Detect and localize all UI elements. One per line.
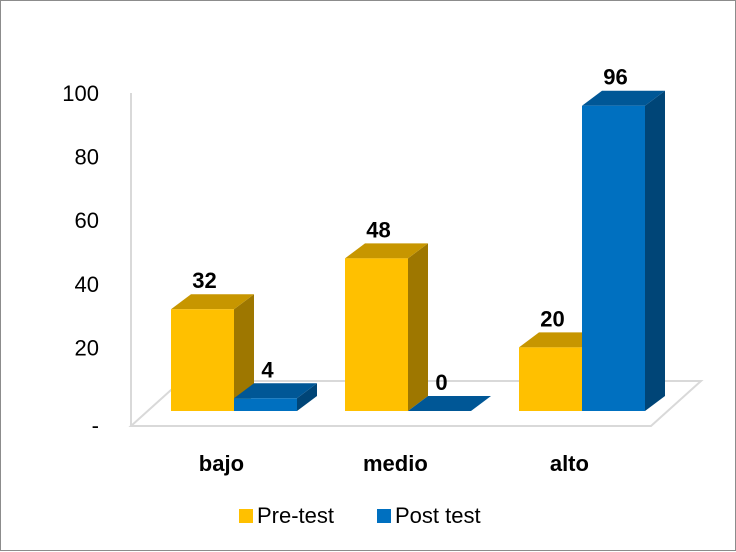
x-category-label: alto	[550, 451, 589, 476]
bar-medio-pre-test	[345, 258, 408, 411]
data-label: 96	[603, 65, 627, 90]
bar-top-bajo-1	[234, 383, 317, 399]
x-category-label: medio	[363, 451, 428, 476]
bar-top-bajo-0	[171, 294, 254, 310]
bar-alto-post-test	[582, 105, 645, 411]
y-tick-label: -	[92, 413, 99, 438]
bar-top-medio-1	[408, 396, 491, 411]
y-tick-label: 80	[75, 145, 99, 170]
data-label: 4	[261, 357, 274, 382]
bar-bajo-post-test	[234, 398, 297, 411]
legend-label: Pre-test	[257, 503, 334, 528]
bar-alto-pre-test	[519, 347, 582, 411]
bar-bajo-pre-test	[171, 309, 234, 411]
x-category-label: bajo	[199, 451, 244, 476]
bar-side-alto-1	[645, 90, 665, 411]
data-label: 20	[540, 306, 564, 331]
data-label: 32	[192, 268, 216, 293]
bar-side-bajo-1	[297, 383, 317, 411]
y-tick-label: 40	[75, 272, 99, 297]
y-tick-label: 100	[62, 81, 99, 106]
bar-top-alto-0	[519, 332, 602, 348]
data-label: 48	[366, 217, 390, 242]
bar-top-alto-1	[582, 90, 665, 106]
bar-side-bajo-0	[234, 294, 254, 411]
y-tick-label: 20	[75, 335, 99, 360]
bar-top-medio-0	[345, 243, 428, 259]
y-tick-label: 60	[75, 208, 99, 233]
data-label: 0	[435, 370, 447, 395]
legend-swatch	[239, 509, 253, 523]
legend-swatch	[377, 509, 391, 523]
legend-label: Post test	[395, 503, 481, 528]
bar-side-medio-0	[408, 243, 428, 411]
